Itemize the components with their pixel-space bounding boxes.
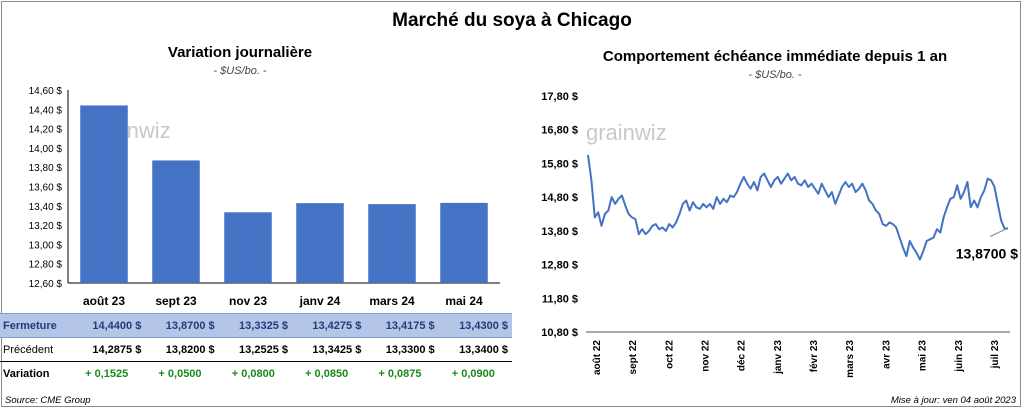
cell-prev-0: 14,2875 $ [72,337,146,362]
x-month-label: juil 23 [990,340,1001,370]
bar [368,204,416,283]
cell-prev-4: 13,3300 $ [365,337,439,362]
cell-close-4: 13,4175 $ [365,313,439,338]
right-panel-title: Comportement échéance immédiate depuis 1… [602,48,948,65]
line-chart: grainwiz 10,80 $ 11,80 $ 12,80 $ 13,80 $ 14,8… [541,91,1018,378]
y-tick-label: 12,60 $ [29,279,63,290]
x-month-label: oct 22 [664,340,675,369]
cell-var-4: + 0,0875 [378,367,422,380]
x-month-label: mars 23 [845,340,856,378]
cell-close-2: 13,3325 $ [218,313,292,338]
x-month-label: sept 22 [628,340,639,375]
source-note: Source: CME Group [5,395,91,406]
update-note: Mise à jour: ven 04 août 2023 [890,395,1016,406]
x-category-label: janv 24 [299,294,341,308]
cell-close-3: 13,4275 $ [291,313,366,338]
x-category-label: août 23 [83,294,125,308]
cell-var-3: + 0,0850 [305,367,349,380]
price-table: Fermeture 14,4400 $ 13,8700 $ 13,3325 $ … [0,313,512,385]
cell-var-1: + 0,0500 [158,367,202,380]
cell-prev-3: 13,3425 $ [291,337,366,362]
x-month-label: août 22 [592,340,603,375]
y-tick-label: 13,80 $ [541,226,578,238]
x-month-label: janv 23 [773,340,784,375]
row-label-previous: Précédent [0,337,72,362]
x-category-label: sept 23 [155,294,197,308]
table-row-previous: Précédent 14,2875 $ 13,8200 $ 13,2525 $ … [0,337,512,362]
y-tick-label: 13,60 $ [29,183,63,194]
y-tick-label: 15,80 $ [541,158,578,170]
cell-prev-2: 13,2525 $ [218,337,292,362]
cell-close-0: 14,4400 $ [72,313,146,338]
x-month-label: nov 22 [701,340,712,372]
bar [152,160,200,283]
left-panel-unit: - $US/bo. - [213,65,267,77]
y-tick-label: 12,80 $ [541,260,578,272]
bar [296,203,344,283]
x-category-label: mars 24 [369,294,415,308]
table-row-close: Fermeture 14,4400 $ 13,8700 $ 13,3325 $ … [0,313,512,338]
last-value-label: 13,8700 $ [956,245,1018,261]
right-panel-unit: - $US/bo. - [748,69,802,81]
table-row-variation: Variation + 0,1525 + 0,0500 + 0,0800 + 0… [0,362,512,386]
row-label-variation: Variation [3,367,50,380]
x-category-label: nov 23 [229,294,267,308]
cell-close-5: 13,4300 $ [438,313,512,338]
y-tick-label: 14,20 $ [29,125,63,136]
x-month-label: mai 23 [918,340,929,372]
price-line [587,154,1008,261]
y-tick-label: 14,60 $ [29,86,63,97]
x-month-label: févr 23 [809,340,820,373]
y-tick-label: 10,80 $ [541,327,578,339]
y-tick-label: 13,00 $ [29,240,63,251]
callout-leader-line [989,229,1006,237]
y-tick-label: 14,80 $ [541,192,578,204]
row-label-close: Fermeture [0,313,72,338]
cell-prev-5: 13,3400 $ [438,337,512,362]
y-tick-label: 16,80 $ [541,125,578,137]
x-category-label: mai 24 [445,294,483,308]
bar [80,105,128,283]
y-tick-label: 13,80 $ [29,163,63,174]
cell-close-1: 13,8700 $ [145,313,219,338]
cell-prev-1: 13,8200 $ [145,337,219,362]
watermark-text: grainwiz [586,120,667,145]
y-tick-label: 14,00 $ [29,144,63,155]
bar [440,202,488,283]
y-tick-label: 14,40 $ [29,105,63,116]
y-tick-label: 13,20 $ [29,221,63,232]
y-tick-label: 13,40 $ [29,202,63,213]
cell-var-5: + 0,0900 [451,367,495,380]
x-month-label: juin 23 [954,340,965,373]
cell-var-0: + 0,1525 [85,367,129,380]
cell-var-2: + 0,0800 [231,367,275,380]
x-month-label: déc 22 [737,340,748,372]
bar [224,212,272,283]
page-title: Marché du soya à Chicago [392,10,632,31]
y-tick-label: 17,80 $ [541,91,578,103]
y-tick-label: 12,80 $ [29,260,63,271]
x-month-label: avr 23 [881,340,892,369]
y-tick-label: 11,80 $ [542,293,578,305]
left-panel-title: Variation journalière [167,44,313,61]
